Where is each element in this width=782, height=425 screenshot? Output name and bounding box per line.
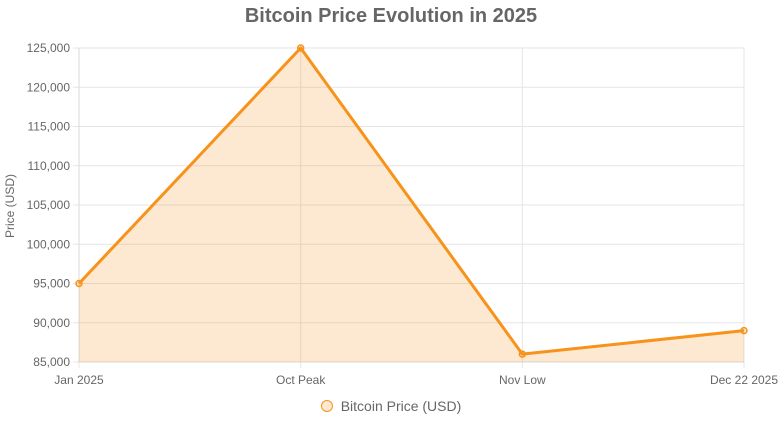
x-tick-label: Nov Low: [499, 373, 546, 387]
x-tick-label: Jan 2025: [54, 373, 104, 387]
y-tick-label: 120,000: [27, 80, 71, 94]
x-tick-label: Dec 22 2025: [710, 373, 778, 387]
data-point[interactable]: [740, 326, 748, 335]
y-tick-label: 95,000: [33, 277, 70, 291]
y-tick-label: 90,000: [33, 316, 70, 330]
chart-title: Bitcoin Price Evolution in 2025: [244, 5, 538, 27]
series-area-fill: [79, 48, 744, 362]
y-axis-title: Price (USD): [3, 174, 17, 238]
y-tick-label: 125,000: [27, 41, 71, 55]
series-line-layer: [77, 46, 745, 356]
y-tick-labels: 85,000 90,000 95,000 100,000 105,000 110,000 1…: [27, 41, 71, 369]
legend[interactable]: Bitcoin Price (USD): [0, 398, 782, 414]
y-tick-label: 115,000: [28, 120, 71, 134]
grid-lines: [73, 47, 745, 368]
y-tick-label: 85,000: [33, 355, 70, 369]
series-line: [77, 46, 745, 356]
data-point[interactable]: [75, 279, 83, 288]
y-tick-label: 105,000: [27, 198, 71, 212]
series-area-layer: [79, 48, 744, 362]
legend-swatch: [320, 400, 333, 412]
data-point[interactable]: [296, 44, 305, 52]
data-point[interactable]: [518, 350, 527, 358]
y-tick-label: 110,000: [28, 159, 71, 173]
series-point-layer: [75, 44, 748, 358]
y-tick-label: 100,000: [27, 237, 71, 251]
legend-label: Bitcoin Price (USD): [340, 398, 462, 414]
x-tick-label: Oct Peak: [276, 373, 326, 387]
x-tick-labels: Jan 2025 Oct Peak Nov Low Dec 22 2025: [54, 373, 778, 387]
